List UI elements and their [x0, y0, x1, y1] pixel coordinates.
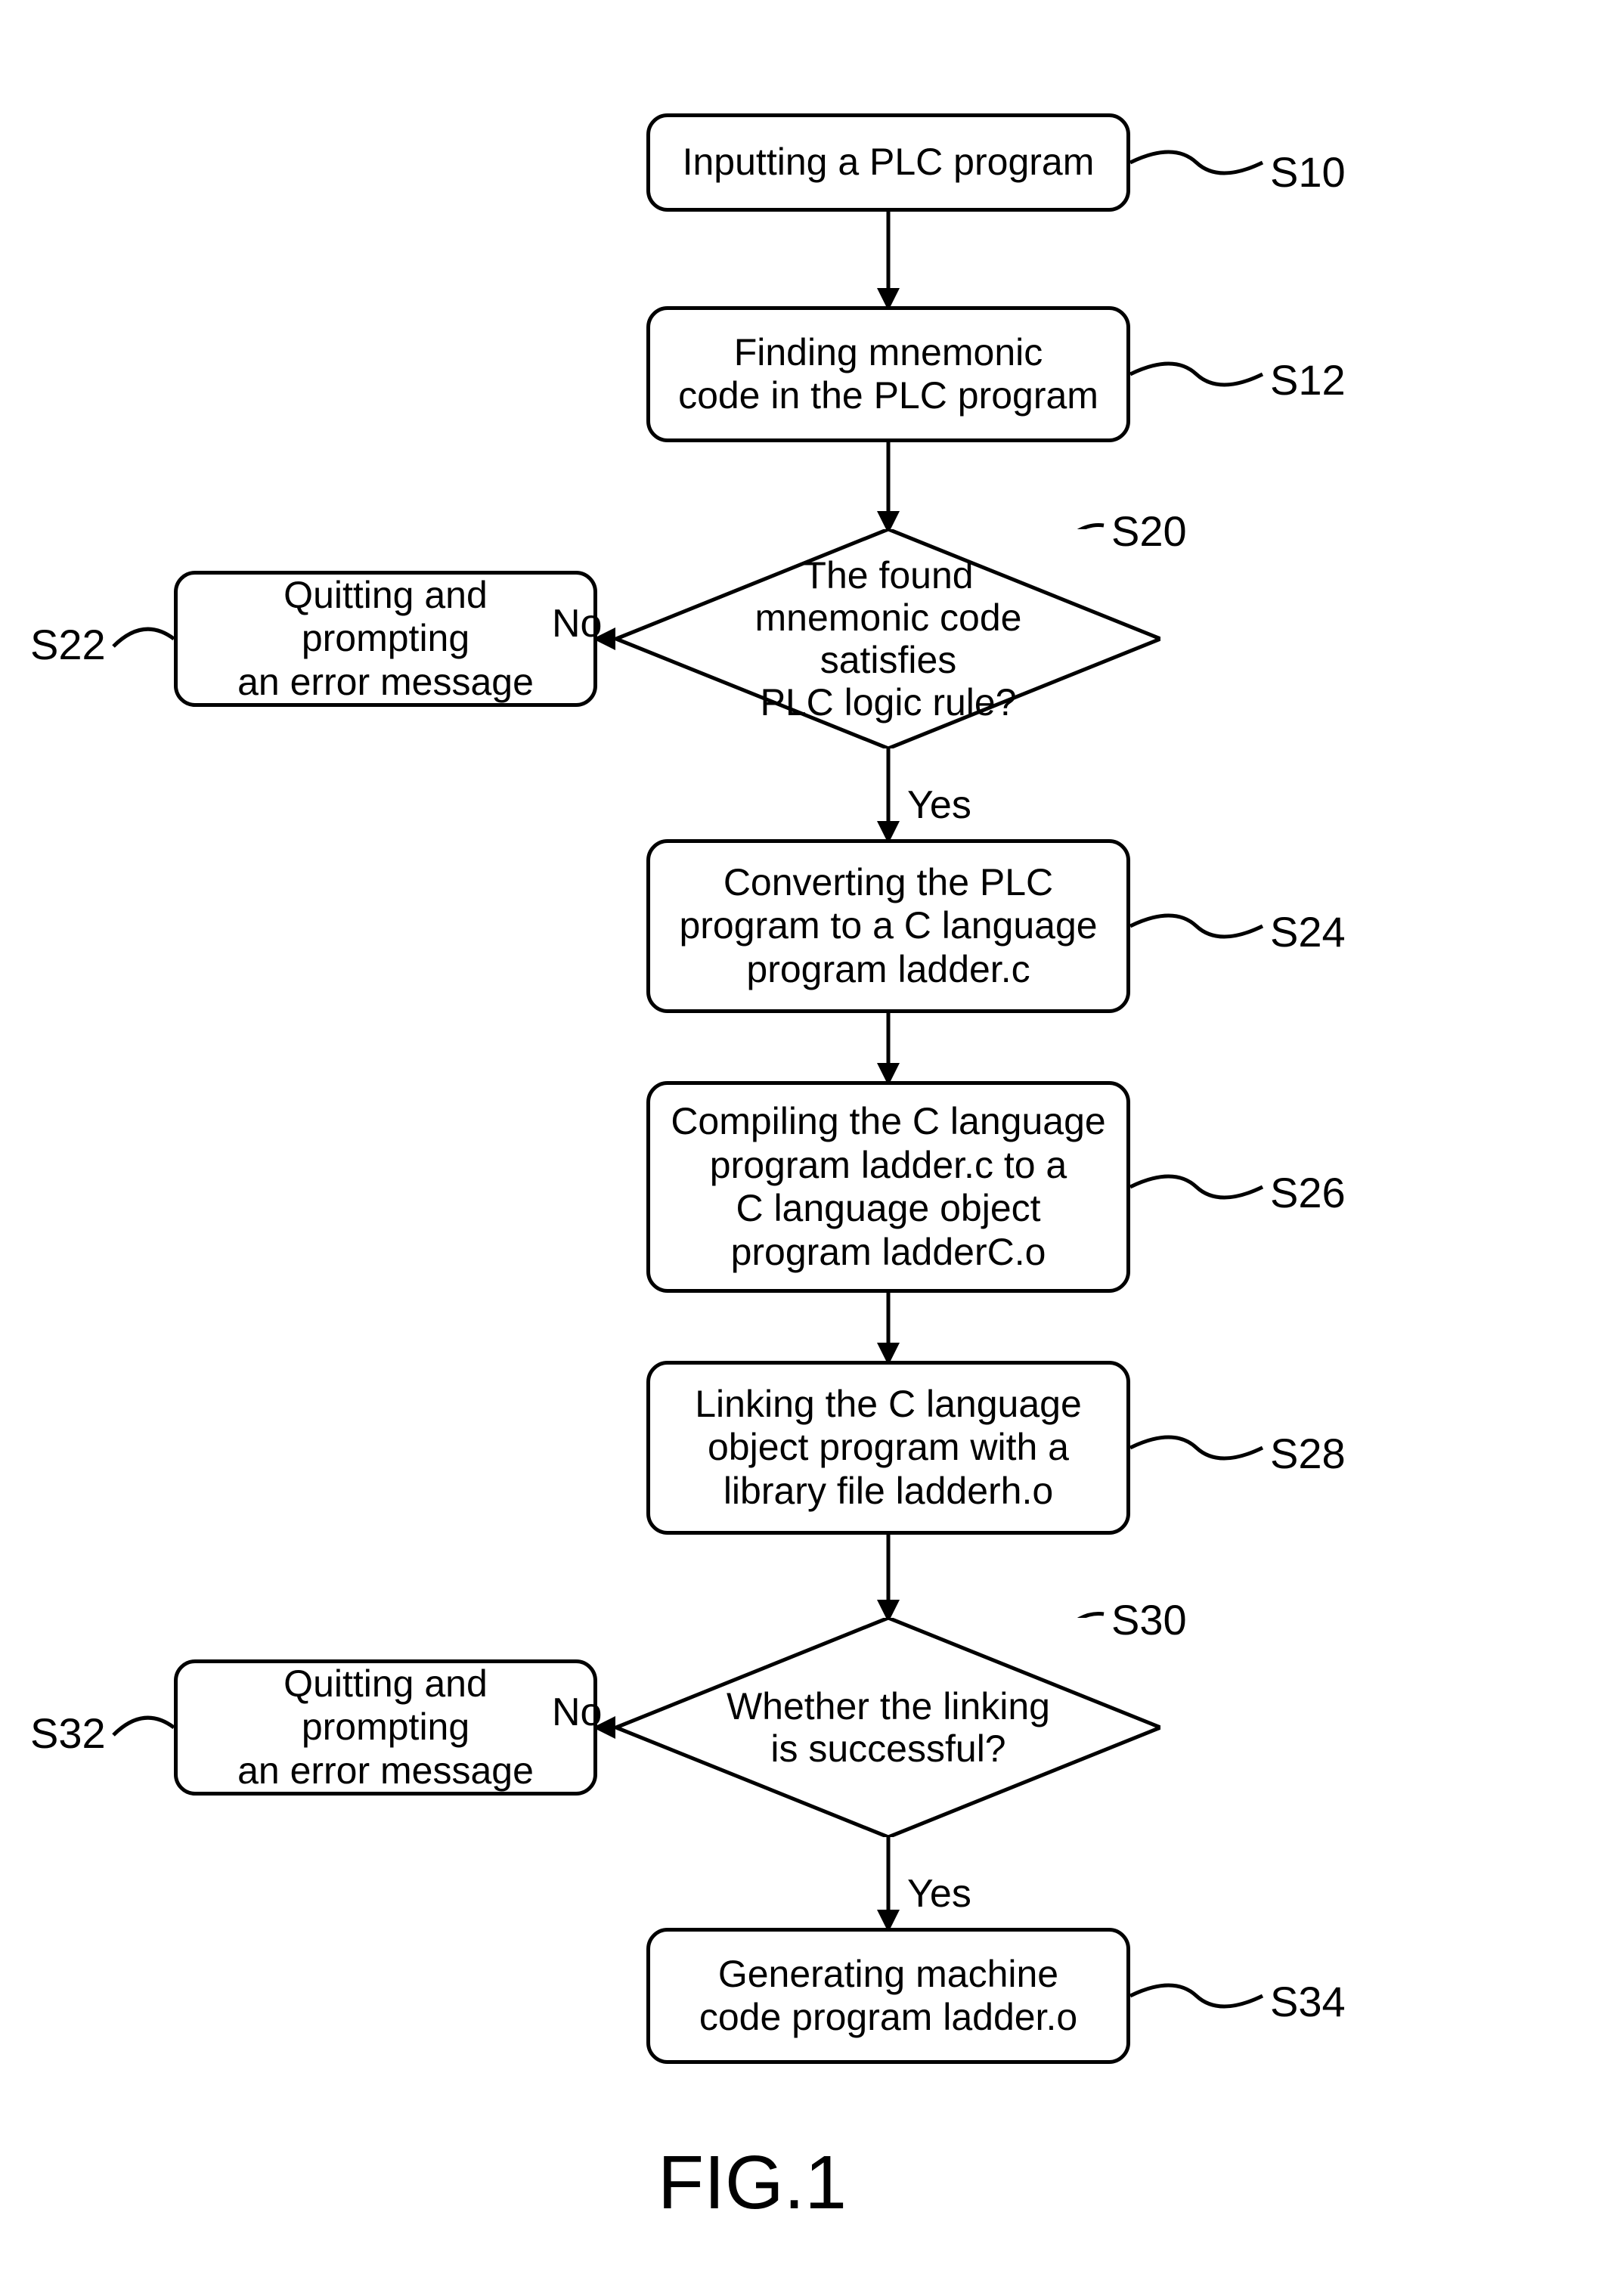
- leader-s10: [1130, 152, 1263, 173]
- process-s24: Converting the PLCprogram to a C languag…: [646, 839, 1130, 1013]
- step-label-s24: S24: [1270, 907, 1346, 956]
- step-label-s22: S22: [30, 620, 106, 669]
- node-text: Converting the PLCprogram to a C languag…: [679, 861, 1097, 992]
- step-label-s20: S20: [1111, 507, 1187, 556]
- process-s32: Quitting and promptingan error message: [174, 1659, 597, 1796]
- leader-s32: [113, 1718, 174, 1735]
- node-text: Compiling the C languageprogram ladder.c…: [671, 1100, 1105, 1274]
- process-s28: Linking the C languageobject program wit…: [646, 1361, 1130, 1535]
- leader-s12: [1130, 364, 1263, 385]
- process-s26: Compiling the C languageprogram ladder.c…: [646, 1081, 1130, 1293]
- node-text: Finding mnemoniccode in the PLC program: [678, 331, 1098, 418]
- edge-label-yes: Yes: [907, 1871, 971, 1916]
- step-label-s34: S34: [1270, 1977, 1346, 2026]
- process-s10: Inputting a PLC program: [646, 113, 1130, 212]
- node-text: Generating machinecode program ladder.o: [699, 1953, 1077, 2040]
- leader-s22: [113, 629, 174, 646]
- process-s22: Quitting and promptingan error message: [174, 571, 597, 707]
- figure-title: FIG.1: [658, 2140, 847, 2226]
- decision-s20: The foundmnemonic code satisfiesPLC logi…: [616, 529, 1160, 748]
- edge-label-no: No: [552, 1690, 602, 1735]
- decision-s30: Whether the linkingis successful?: [616, 1618, 1160, 1837]
- process-s34: Generating machinecode program ladder.o: [646, 1928, 1130, 2064]
- node-text: Whether the linkingis successful?: [616, 1618, 1160, 1837]
- leader-s28: [1130, 1437, 1263, 1458]
- node-text: The foundmnemonic code satisfiesPLC logi…: [616, 529, 1160, 748]
- leader-s26: [1130, 1176, 1263, 1198]
- step-label-s12: S12: [1270, 355, 1346, 404]
- leader-s34: [1130, 1985, 1263, 2006]
- edge-label-yes: Yes: [907, 782, 971, 828]
- node-text: Inputting a PLC program: [683, 141, 1095, 184]
- node-text: Linking the C languageobject program wit…: [695, 1383, 1082, 1514]
- flowchart-canvas: Inputting a PLC program S10 Finding mnemon…: [0, 0, 1605, 2296]
- step-label-s28: S28: [1270, 1429, 1346, 1478]
- node-text: Quitting and promptingan error message: [196, 574, 575, 705]
- step-label-s26: S26: [1270, 1168, 1346, 1217]
- leader-s24: [1130, 916, 1263, 937]
- edge-label-no: No: [552, 601, 602, 646]
- step-label-s32: S32: [30, 1709, 106, 1758]
- node-text: Quitting and promptingan error message: [196, 1662, 575, 1793]
- process-s12: Finding mnemoniccode in the PLC program: [646, 306, 1130, 442]
- step-label-s10: S10: [1270, 147, 1346, 197]
- step-label-s30: S30: [1111, 1595, 1187, 1644]
